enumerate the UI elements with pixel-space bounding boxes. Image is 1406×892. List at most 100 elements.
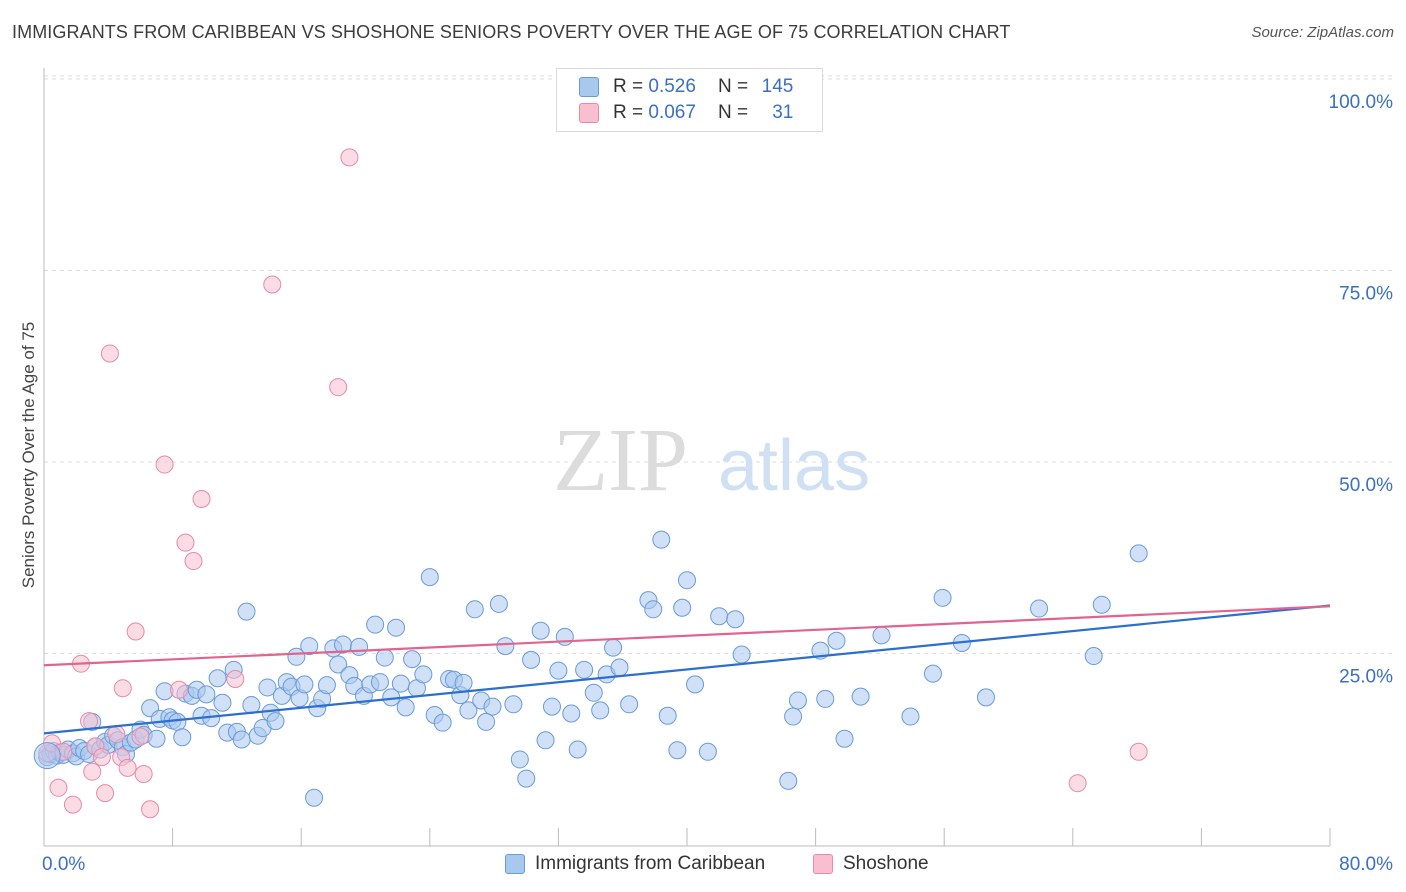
point-caribbean (496, 637, 515, 656)
point-caribbean (816, 689, 835, 708)
point-shoshone (340, 148, 359, 167)
point-caribbean (726, 610, 745, 629)
point-caribbean (678, 571, 696, 590)
point-caribbean (851, 687, 870, 706)
point-caribbean (542, 697, 561, 716)
point-shoshone (329, 378, 348, 397)
point-shoshone (100, 344, 119, 363)
point-shoshone (155, 455, 174, 474)
legend-n-value: 145 (761, 76, 794, 97)
point-shoshone (1129, 742, 1148, 761)
point-caribbean (459, 701, 478, 720)
point-caribbean (168, 712, 187, 731)
point-caribbean (391, 674, 410, 693)
legend-swatch-shoshone (813, 854, 833, 874)
point-caribbean (872, 626, 891, 645)
point-caribbean (232, 730, 251, 749)
point-caribbean (686, 675, 705, 694)
point-caribbean (788, 691, 807, 710)
point-caribbean (536, 731, 555, 750)
legend-swatch-shoshone (579, 103, 599, 123)
point-caribbean (568, 740, 587, 759)
point-caribbean (549, 661, 568, 680)
point-caribbean (1084, 647, 1103, 666)
point-shoshone (118, 758, 137, 777)
trend-lines (43, 604, 1331, 735)
point-caribbean (732, 645, 751, 664)
legend-row-caribbean: R = 0.526 N = 145 (579, 74, 793, 100)
point-caribbean (658, 706, 677, 725)
point-caribbean (1030, 599, 1049, 618)
data-points (33, 148, 1148, 819)
point-shoshone (49, 778, 68, 797)
legend-item-caribbean: Immigrants from Caribbean (505, 852, 765, 876)
point-caribbean (779, 771, 798, 790)
point-caribbean (710, 607, 729, 626)
point-caribbean (531, 621, 550, 640)
point-caribbean (644, 600, 663, 619)
legend-swatch-caribbean (579, 77, 599, 97)
y-tick-label: 50.0% (1339, 475, 1393, 496)
point-caribbean (197, 685, 216, 704)
point-caribbean (370, 673, 389, 692)
point-caribbean (433, 713, 452, 732)
point-caribbean (504, 695, 523, 714)
legend-label-shoshone: Shoshone (843, 853, 929, 874)
point-caribbean (173, 728, 192, 747)
point-caribbean (213, 693, 232, 712)
y-tick-label: 25.0% (1339, 667, 1393, 688)
point-shoshone (83, 762, 102, 781)
legend-row-shoshone: R = 0.067 N = 31 (579, 100, 793, 126)
watermark: ZIP atlas (553, 411, 870, 510)
point-caribbean (668, 741, 687, 760)
point-caribbean (610, 658, 629, 677)
point-caribbean (329, 655, 348, 674)
point-shoshone (176, 533, 195, 552)
point-caribbean (575, 660, 594, 679)
point-caribbean (522, 650, 541, 669)
point-caribbean (33, 742, 61, 770)
axis-labels: 25.0% 50.0% 75.0% 100.0% 0.0% 80.0% Seniors Po… (19, 92, 1393, 875)
point-caribbean (420, 568, 439, 587)
point-caribbean (465, 600, 484, 619)
point-shoshone (107, 725, 126, 744)
x-tick-label-min: 0.0% (42, 854, 85, 875)
point-caribbean (562, 704, 581, 723)
correlation-legend: R = 0.526 N = 145 R = 0.067 N = 31 (556, 68, 823, 132)
point-caribbean (1092, 595, 1111, 614)
point-shoshone (192, 490, 211, 509)
point-caribbean (976, 688, 995, 707)
point-caribbean (147, 729, 166, 748)
legend-r-value: 0.526 (648, 76, 696, 97)
trend-line-shoshone (43, 605, 1331, 667)
point-caribbean (305, 788, 324, 807)
legend-r-label: R = (613, 76, 644, 97)
watermark-atlas: atlas (718, 426, 870, 506)
point-shoshone (126, 622, 145, 641)
point-caribbean (237, 602, 256, 621)
point-shoshone (134, 764, 153, 783)
axes (43, 68, 1331, 847)
point-caribbean (835, 729, 854, 748)
point-caribbean (652, 530, 671, 549)
point-caribbean (375, 648, 394, 667)
point-caribbean (208, 669, 227, 688)
point-caribbean (350, 637, 369, 656)
legend-n-label: N = (717, 102, 749, 123)
legend-swatch-caribbean (505, 854, 525, 874)
legend-label-caribbean: Immigrants from Caribbean (535, 853, 766, 874)
grid-lines (44, 75, 1395, 654)
point-caribbean (483, 697, 502, 716)
point-caribbean (403, 650, 422, 669)
point-shoshone (141, 800, 160, 819)
point-caribbean (242, 696, 261, 715)
y-axis-title: Seniors Poverty Over the Age of 75 (19, 322, 38, 588)
point-caribbean (454, 673, 473, 692)
point-caribbean (584, 683, 603, 702)
point-shoshone (226, 670, 245, 689)
point-caribbean (266, 712, 285, 731)
point-caribbean (933, 588, 952, 607)
point-caribbean (387, 618, 406, 637)
point-shoshone (63, 795, 82, 814)
y-tick-label: 100.0% (1329, 92, 1394, 113)
